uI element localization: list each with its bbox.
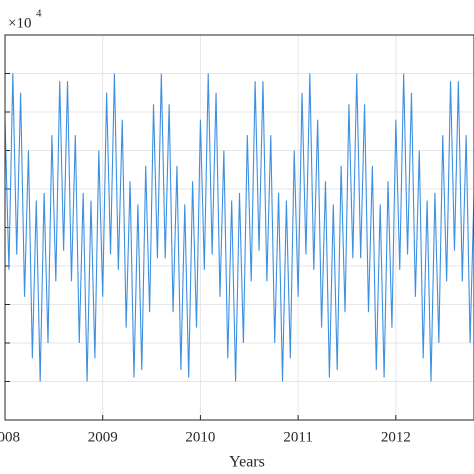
x-tick-label: 2011 xyxy=(283,429,312,445)
x-tick-label: 2009 xyxy=(88,429,118,445)
y-scale-exponent: 4 xyxy=(36,8,42,20)
x-tick-label: 2008 xyxy=(0,429,20,445)
y-scale-base: ×10 xyxy=(8,15,31,31)
x-axis-label: Years xyxy=(229,454,265,471)
x-tick-label: 2012 xyxy=(381,429,411,445)
axes-box xyxy=(4,34,474,421)
x-tick-label: 2010 xyxy=(185,429,215,445)
data-line xyxy=(4,73,474,382)
